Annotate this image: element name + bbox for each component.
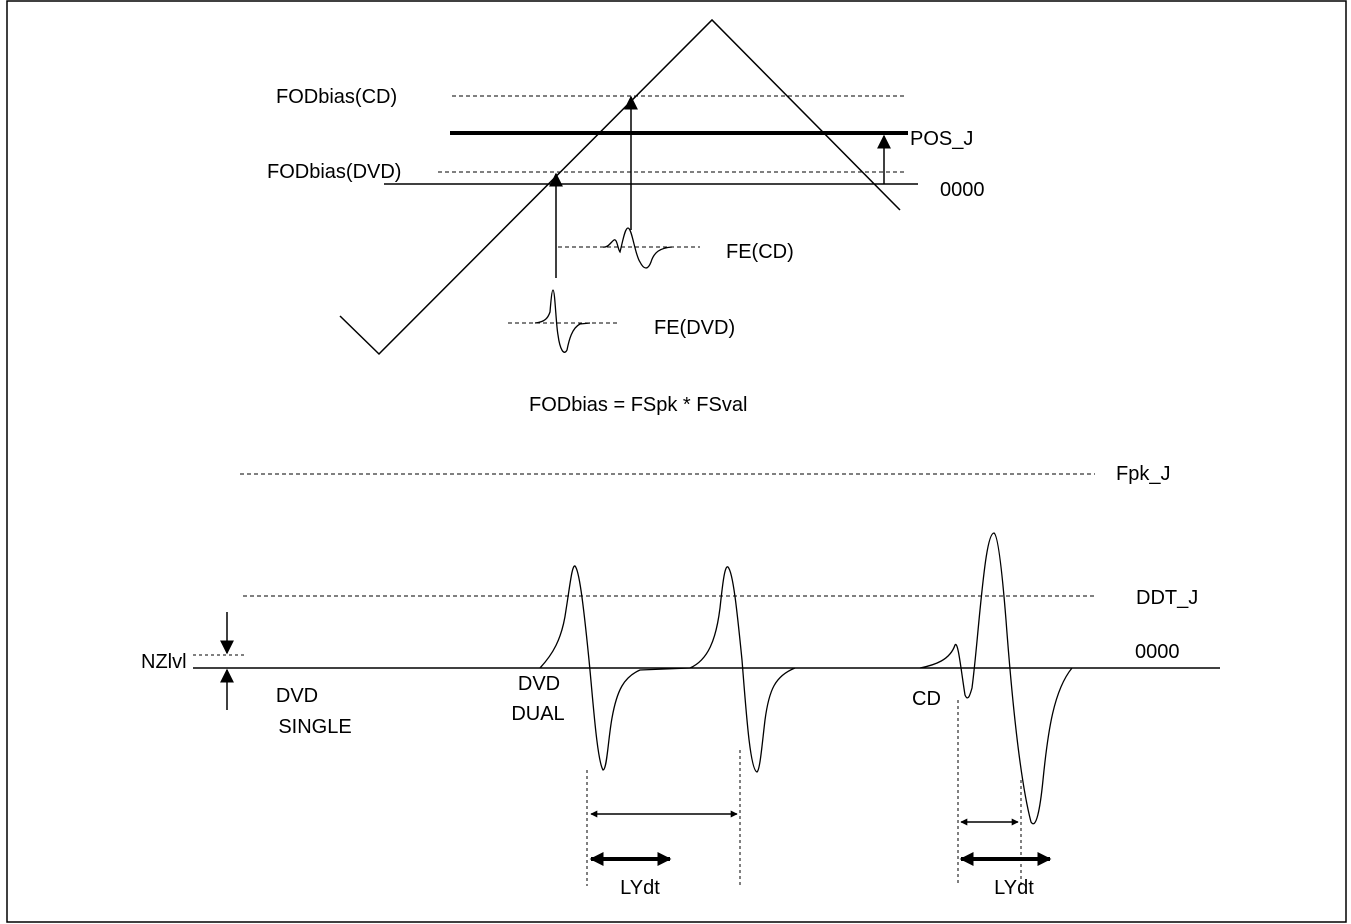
- cd-waveform: [919, 532, 1073, 825]
- fodbias-dvd-label: FODbias(DVD): [267, 161, 401, 183]
- fe-dvd-waveform: [534, 289, 591, 353]
- dvd-single-label-2: SINGLE: [278, 716, 351, 738]
- fe-dvd-label: FE(DVD): [654, 317, 735, 339]
- dvd-dual-label-2: DUAL: [511, 703, 564, 725]
- zero-top-label: 0000: [940, 179, 985, 201]
- cd-label: CD: [912, 688, 941, 710]
- pos-j-label: POS_J: [910, 128, 973, 150]
- fe-cd-waveform: [602, 227, 673, 269]
- dvd-dual-waveform: [539, 565, 796, 773]
- zero-bottom-label: 0000: [1135, 641, 1180, 663]
- fe-cd-label: FE(CD): [726, 241, 794, 263]
- dvd-single-label-1: DVD: [276, 685, 318, 707]
- fodbias-cd-label: FODbias(CD): [276, 86, 397, 108]
- dvd-dual-label-1: DVD: [518, 673, 560, 695]
- ddt-j-label: DDT_J: [1136, 587, 1198, 609]
- frame-border: [6, 0, 1347, 923]
- sweep-waveform: [339, 18, 901, 356]
- lydt-label-1: LYdt: [620, 877, 660, 899]
- nzlvl-label: NZlvl: [141, 651, 187, 673]
- formula-label: FODbias = FSpk * FSval: [529, 394, 747, 416]
- lydt-label-2: LYdt: [994, 877, 1034, 899]
- fpk-j-label: Fpk_J: [1116, 463, 1170, 485]
